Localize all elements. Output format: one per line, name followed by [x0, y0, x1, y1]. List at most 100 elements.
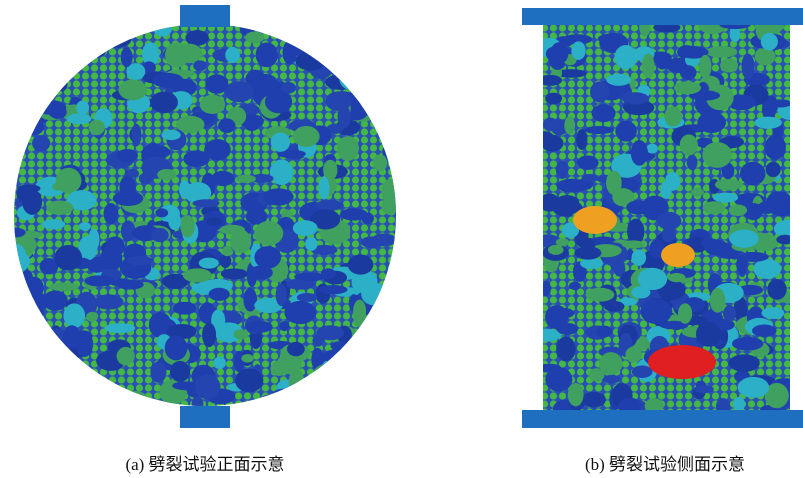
particle	[78, 222, 91, 231]
side-view	[522, 8, 803, 428]
particle	[18, 338, 32, 352]
particle	[254, 297, 283, 314]
particle	[14, 369, 23, 382]
particle	[172, 381, 201, 391]
particle	[365, 41, 381, 53]
particle	[698, 24, 727, 35]
particle	[235, 174, 256, 183]
particle	[79, 235, 98, 261]
particle	[585, 287, 615, 302]
particle	[281, 209, 293, 220]
particle	[255, 42, 279, 68]
particle	[677, 303, 693, 324]
particle	[66, 113, 92, 125]
particle	[161, 273, 189, 289]
particle	[776, 234, 790, 245]
particle	[284, 300, 317, 325]
particle	[690, 188, 704, 197]
particle	[249, 265, 273, 280]
particle	[359, 24, 373, 33]
particle	[14, 85, 27, 103]
particle	[305, 237, 318, 251]
particle	[176, 115, 205, 134]
particle	[576, 155, 599, 170]
particle	[726, 94, 756, 111]
particle	[19, 51, 32, 60]
particle	[313, 363, 344, 384]
particle	[63, 303, 86, 329]
particle	[357, 349, 389, 363]
particle	[192, 199, 220, 208]
particle	[37, 41, 59, 52]
particle	[56, 64, 76, 74]
particle	[641, 53, 655, 79]
particle	[346, 373, 368, 397]
particle	[754, 47, 776, 66]
particle	[32, 135, 51, 152]
particle	[705, 46, 738, 58]
particle	[281, 81, 296, 94]
particle	[165, 42, 189, 68]
particle	[704, 239, 730, 256]
particle	[347, 254, 374, 275]
particle	[71, 44, 88, 64]
particle	[286, 278, 316, 290]
particle	[367, 360, 395, 378]
particle	[245, 320, 273, 333]
particle	[294, 272, 326, 282]
particle	[126, 63, 146, 81]
particle	[218, 118, 236, 134]
particle	[640, 299, 673, 324]
particle	[60, 24, 84, 40]
particle	[543, 74, 563, 86]
particle	[655, 52, 669, 70]
particle	[686, 154, 698, 170]
particle	[353, 70, 372, 80]
particle	[184, 182, 212, 204]
particle	[55, 167, 82, 194]
particle	[549, 313, 568, 325]
particle	[627, 218, 645, 245]
particle	[14, 393, 26, 406]
particle	[721, 162, 735, 180]
particle	[741, 53, 755, 80]
particle	[117, 390, 150, 406]
particle	[331, 358, 344, 373]
particle	[170, 360, 191, 382]
particle	[22, 189, 43, 215]
particle	[119, 399, 131, 406]
particle	[581, 174, 599, 183]
particle	[120, 47, 133, 68]
particle	[556, 336, 576, 362]
particle	[327, 392, 359, 406]
particle	[381, 197, 396, 215]
particle	[44, 59, 55, 78]
particle	[103, 32, 132, 48]
particle	[339, 208, 368, 221]
particle	[105, 236, 125, 257]
particle	[288, 369, 305, 395]
particle	[103, 203, 119, 225]
particle	[712, 192, 739, 203]
particle	[576, 128, 588, 150]
particle	[737, 284, 763, 296]
particle	[326, 46, 344, 67]
particle	[374, 72, 396, 93]
particle	[245, 31, 265, 44]
particle	[679, 65, 697, 80]
particle	[543, 193, 561, 212]
particle	[14, 227, 26, 238]
particle	[318, 176, 330, 200]
particle	[366, 91, 395, 117]
aggregate	[543, 24, 790, 412]
particle	[315, 200, 344, 211]
particle	[678, 46, 709, 59]
particle	[767, 278, 787, 300]
particle	[360, 323, 373, 342]
particle	[224, 81, 255, 103]
particle	[715, 398, 731, 412]
particle	[765, 161, 781, 178]
particle	[48, 105, 67, 119]
particle	[588, 368, 605, 382]
particle	[705, 84, 734, 111]
